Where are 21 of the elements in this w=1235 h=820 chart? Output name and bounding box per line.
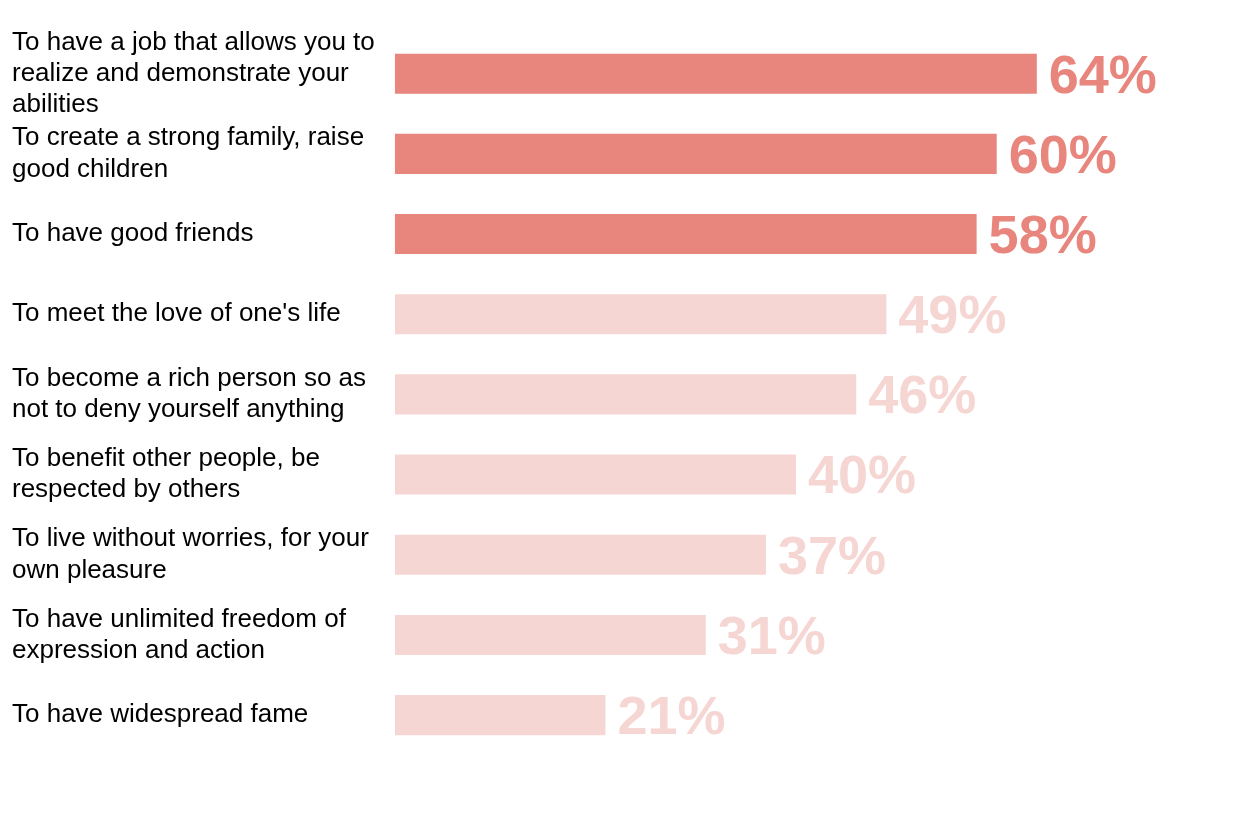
y-tick-label: To have unlimited freedom of expression and action bbox=[12, 602, 347, 664]
bar bbox=[394, 133, 997, 174]
bar bbox=[394, 53, 1037, 94]
bar bbox=[394, 294, 887, 335]
data-label: 60% bbox=[1008, 123, 1117, 184]
data-label: 64% bbox=[1048, 43, 1157, 104]
bar bbox=[394, 454, 797, 495]
bar bbox=[394, 214, 977, 255]
y-tick-label: To create a strong family, raise good children bbox=[12, 121, 365, 183]
y-tick-label: To have good friends bbox=[12, 217, 254, 248]
bar bbox=[394, 534, 766, 575]
bar bbox=[394, 374, 857, 415]
y-tick-label: To meet the love of one's life bbox=[12, 297, 341, 328]
y-tick-label: To live without worries, for your own pleasure bbox=[12, 522, 370, 584]
bar bbox=[394, 614, 706, 655]
bar bbox=[394, 695, 606, 736]
y-tick-label: To have widespread fame bbox=[12, 698, 309, 729]
y-tick-label: To benefit other people, be respected by others bbox=[12, 442, 320, 504]
data-label: 58% bbox=[988, 203, 1097, 264]
y-tick-label: To become a rich person so as not to deny yourself anything bbox=[12, 361, 367, 424]
y-tick-label: To have a job that allows you to realize and demonstrate your abilities bbox=[12, 25, 375, 119]
